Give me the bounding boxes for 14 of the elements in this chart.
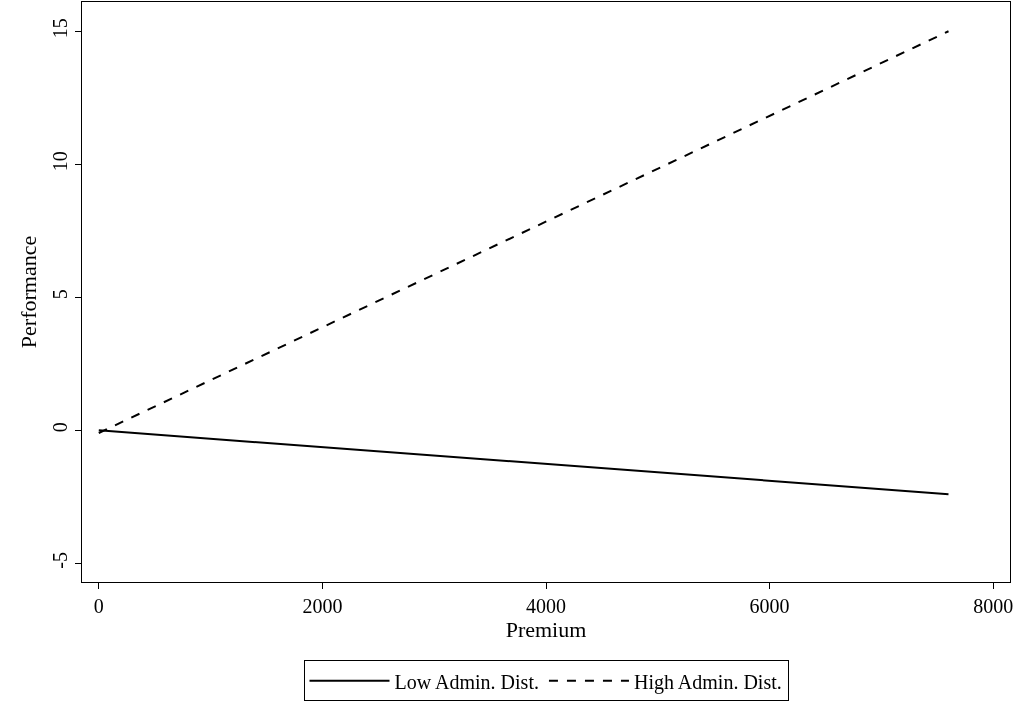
y-tick-label: 15 bbox=[49, 18, 71, 39]
x-tick-label: 0 bbox=[93, 595, 104, 617]
y-tick-label: 0 bbox=[49, 422, 71, 433]
x-tick-label: 8000 bbox=[973, 595, 1014, 617]
legend-label: High Admin. Dist. bbox=[633, 670, 782, 694]
legend-label: Low Admin. Dist. bbox=[394, 670, 539, 693]
x-axis-title: Premium bbox=[505, 617, 587, 642]
y-axis-title: Performance bbox=[15, 235, 41, 349]
y-tick-label: 10 bbox=[49, 151, 71, 172]
x-tick-label: 2000 bbox=[302, 595, 343, 617]
y-tick-label: 5 bbox=[49, 289, 71, 300]
x-tick-label: 4000 bbox=[526, 595, 566, 617]
x-tick-label: 6000 bbox=[749, 595, 790, 617]
y-tick-label: -5 bbox=[49, 552, 71, 569]
